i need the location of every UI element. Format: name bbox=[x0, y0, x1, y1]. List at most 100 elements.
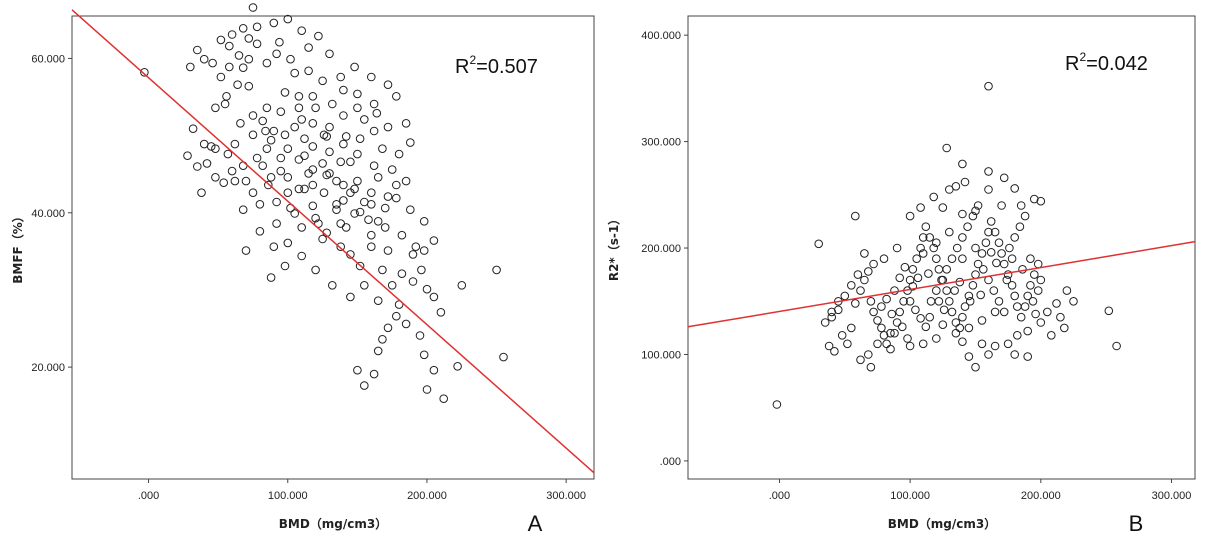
data-point-b-167 bbox=[958, 254, 967, 264]
data-point-b-100 bbox=[911, 305, 920, 315]
data-point-a-138 bbox=[325, 49, 334, 59]
data-point-b-37 bbox=[843, 339, 852, 349]
data-point-a-16 bbox=[223, 149, 233, 159]
data-point-b-164 bbox=[918, 249, 928, 258]
data-point-b-137 bbox=[856, 355, 865, 365]
data-point-a-160 bbox=[339, 139, 348, 149]
data-point-b-147 bbox=[950, 286, 959, 295]
data-point-b-81 bbox=[990, 227, 1000, 237]
data-point-b-172 bbox=[860, 249, 869, 258]
data-point-a-12 bbox=[211, 173, 220, 182]
data-point-b-156 bbox=[1028, 297, 1038, 306]
data-point-a-168 bbox=[367, 200, 376, 209]
data-point-a-184 bbox=[252, 22, 262, 32]
data-point-b-170 bbox=[879, 254, 889, 264]
data-point-b-115 bbox=[989, 286, 999, 295]
data-point-b-25 bbox=[1036, 318, 1046, 327]
data-point-a-176 bbox=[300, 184, 309, 194]
data-point-b-43 bbox=[866, 297, 876, 306]
data-point-b-110 bbox=[963, 222, 972, 231]
data-point-a-45 bbox=[378, 144, 387, 153]
data-point-b-46 bbox=[877, 323, 886, 333]
x-tick-label-a-1: 100.000 bbox=[268, 490, 308, 502]
data-point-b-120 bbox=[1015, 222, 1025, 231]
data-point-b-141 bbox=[898, 322, 907, 332]
data-point-a-51 bbox=[355, 261, 365, 271]
data-point-b-12 bbox=[971, 206, 980, 216]
data-point-a-92 bbox=[208, 58, 217, 68]
data-point-b-61 bbox=[925, 233, 935, 242]
data-point-b-177 bbox=[827, 312, 837, 322]
data-point-a-100 bbox=[339, 111, 348, 120]
data-point-b-113 bbox=[979, 265, 988, 274]
data-point-a-97 bbox=[280, 88, 290, 97]
x-tick-label-a-2: 200.000 bbox=[407, 490, 447, 502]
data-point-a-78 bbox=[419, 246, 429, 255]
data-point-a-181 bbox=[216, 35, 226, 45]
data-point-a-75 bbox=[499, 352, 508, 362]
data-point-b-62 bbox=[929, 243, 939, 253]
data-point-a-33 bbox=[311, 213, 320, 223]
data-point-b-72 bbox=[960, 302, 970, 311]
data-point-a-94 bbox=[193, 45, 202, 55]
data-point-a-67 bbox=[419, 350, 429, 360]
data-point-a-147 bbox=[383, 80, 393, 89]
data-point-a-4 bbox=[258, 116, 268, 126]
fit-line-a bbox=[71, 9, 595, 474]
data-point-b-97 bbox=[895, 273, 905, 283]
data-point-b-125 bbox=[929, 192, 939, 202]
data-point-b-161 bbox=[964, 323, 974, 333]
data-point-b-169 bbox=[892, 243, 902, 253]
data-point-a-213 bbox=[372, 108, 382, 118]
data-point-a-179 bbox=[367, 230, 376, 240]
r2-annotation-a: R2=0.507 bbox=[455, 53, 538, 78]
data-point-a-18 bbox=[238, 205, 248, 214]
x-axis-ticks-b: .000 100.000 200.000 300.000 bbox=[769, 479, 1191, 502]
data-point-a-183 bbox=[238, 24, 248, 33]
data-point-a-17 bbox=[197, 188, 206, 197]
data-point-a-83 bbox=[304, 66, 313, 76]
data-point-b-40 bbox=[856, 286, 865, 295]
data-point-a-42 bbox=[341, 132, 351, 141]
data-point-b-136 bbox=[864, 350, 873, 359]
data-point-a-193 bbox=[290, 122, 300, 132]
data-point-b-112 bbox=[973, 201, 983, 210]
data-point-a-191 bbox=[222, 92, 231, 101]
data-point-a-30 bbox=[276, 166, 286, 176]
data-point-a-20 bbox=[283, 188, 293, 197]
data-point-b-28 bbox=[1062, 286, 1072, 295]
data-point-a-74 bbox=[453, 362, 462, 371]
data-point-b-183 bbox=[1056, 312, 1065, 322]
data-point-a-63 bbox=[378, 335, 387, 344]
data-point-a-131 bbox=[308, 201, 318, 211]
data-point-a-19 bbox=[272, 197, 281, 207]
data-point-b-95 bbox=[1036, 275, 1046, 285]
data-point-b-168 bbox=[971, 243, 980, 253]
data-point-b-149 bbox=[965, 297, 975, 306]
data-point-b-21 bbox=[984, 350, 993, 359]
data-point-b-20 bbox=[964, 352, 974, 361]
data-point-b-139 bbox=[882, 294, 891, 304]
data-point-b-14 bbox=[1023, 352, 1032, 361]
data-point-b-151 bbox=[986, 248, 996, 257]
data-point-b-178 bbox=[824, 341, 834, 351]
panel-label-b: B bbox=[1129, 511, 1144, 536]
data-point-b-162 bbox=[977, 316, 987, 325]
data-point-b-10 bbox=[938, 203, 948, 212]
data-point-b-5 bbox=[958, 159, 967, 169]
data-point-b-3 bbox=[984, 81, 993, 91]
data-point-a-192 bbox=[211, 103, 220, 113]
data-point-b-82 bbox=[994, 238, 1004, 247]
data-point-a-89 bbox=[234, 51, 244, 60]
data-point-b-160 bbox=[951, 328, 961, 338]
data-point-a-113 bbox=[387, 165, 397, 174]
data-point-b-42 bbox=[864, 267, 873, 276]
data-point-a-143 bbox=[290, 68, 300, 78]
data-point-a-84 bbox=[286, 54, 295, 64]
data-point-a-148 bbox=[392, 92, 401, 101]
data-point-a-205 bbox=[355, 207, 365, 217]
data-point-a-157 bbox=[236, 119, 245, 128]
data-point-b-158 bbox=[925, 312, 935, 322]
data-point-a-9 bbox=[211, 144, 220, 153]
y-tick-label-b-4: 400.000 bbox=[641, 30, 681, 42]
